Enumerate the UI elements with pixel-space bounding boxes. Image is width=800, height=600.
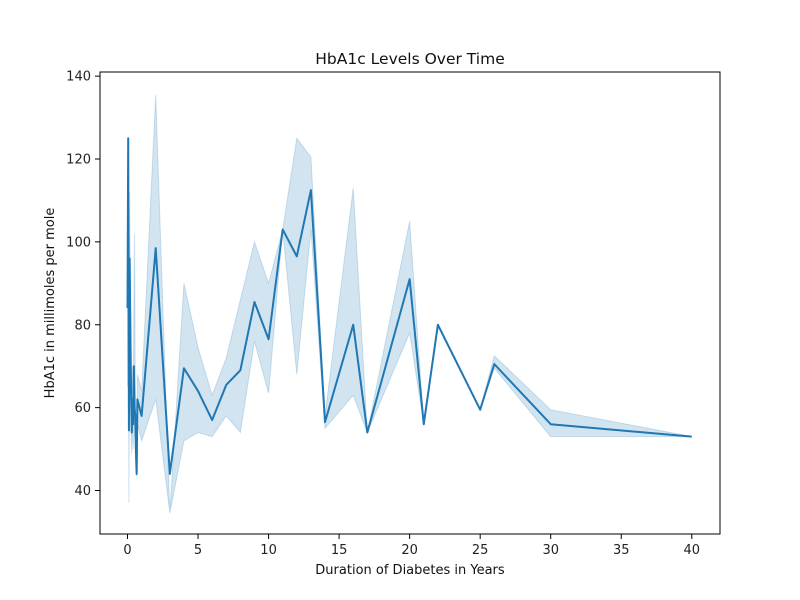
x-tick-label: 0 [123, 543, 131, 558]
y-tick-label: 120 [66, 153, 91, 168]
x-axis-label: Duration of Diabetes in Years [315, 563, 505, 578]
x-tick-label: 5 [194, 543, 202, 558]
series-line [126, 137, 692, 475]
plot-area [126, 94, 692, 514]
y-tick-label: 140 [66, 70, 91, 85]
x-tick-label: 40 [684, 543, 701, 558]
x-tick-label: 35 [613, 543, 630, 558]
x-tick-label: 15 [331, 543, 348, 558]
y-tick-label: 40 [74, 484, 91, 499]
x-tick-label: 25 [472, 543, 489, 558]
y-tick-label: 60 [74, 401, 91, 416]
y-tick-label: 80 [74, 318, 91, 333]
x-tick-label: 10 [260, 543, 277, 558]
y-axis-label: HbA1c in millimoles per mole [43, 208, 58, 399]
x-tick-label: 30 [542, 543, 559, 558]
x-tick-label: 20 [401, 543, 418, 558]
chart-title: HbA1c Levels Over Time [315, 50, 504, 68]
y-tick-label: 100 [66, 235, 91, 250]
y-axis: 40 60 80 100 120 140 [66, 70, 100, 499]
x-axis: 0 5 10 15 20 25 30 35 40 [123, 534, 700, 558]
